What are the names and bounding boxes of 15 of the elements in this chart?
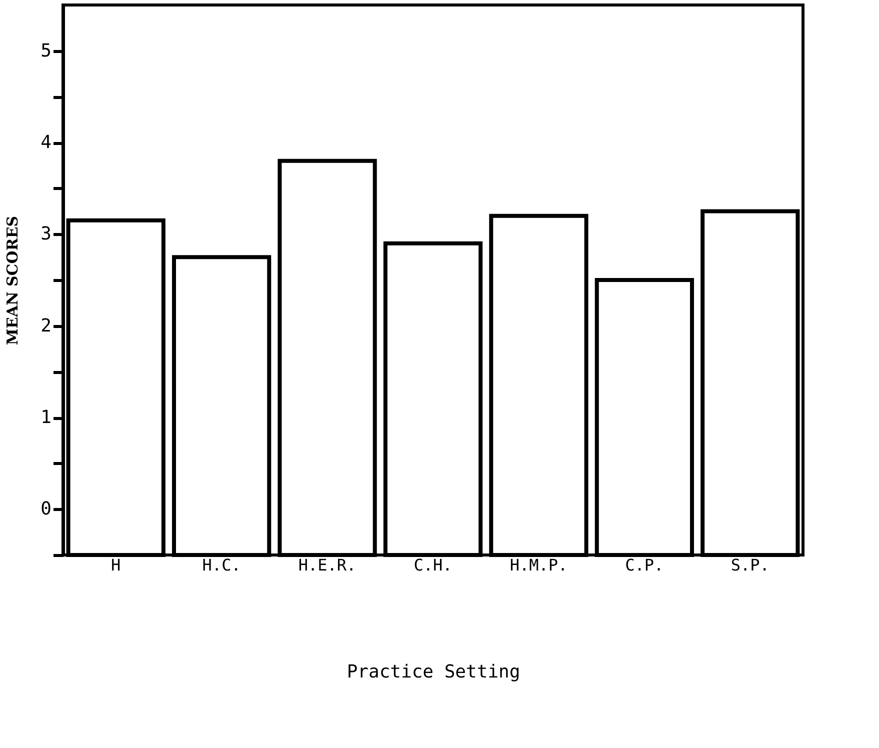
y-tick-label: 3 (40, 224, 52, 245)
y-tick-label: 2 (40, 315, 52, 336)
x-axis-title: Practice Setting (346, 662, 520, 682)
y-tick-label: 0 (40, 498, 52, 520)
y-tick-label: 1 (40, 407, 52, 428)
x-tick-label: H (111, 556, 121, 574)
x-tick-label: C.P. (625, 556, 664, 574)
x-tick-label: H.C. (202, 556, 241, 574)
x-tick-label: H.E.R. (298, 556, 356, 574)
y-axis-title: MEAN SCORES (4, 216, 22, 346)
x-tick-label: H.M.P. (510, 556, 568, 574)
x-tick-label: S.P. (730, 556, 770, 574)
y-tick-label: 5 (40, 40, 52, 62)
x-tick-label: C.H. (414, 556, 452, 574)
y-tick-label: 4 (40, 132, 52, 153)
